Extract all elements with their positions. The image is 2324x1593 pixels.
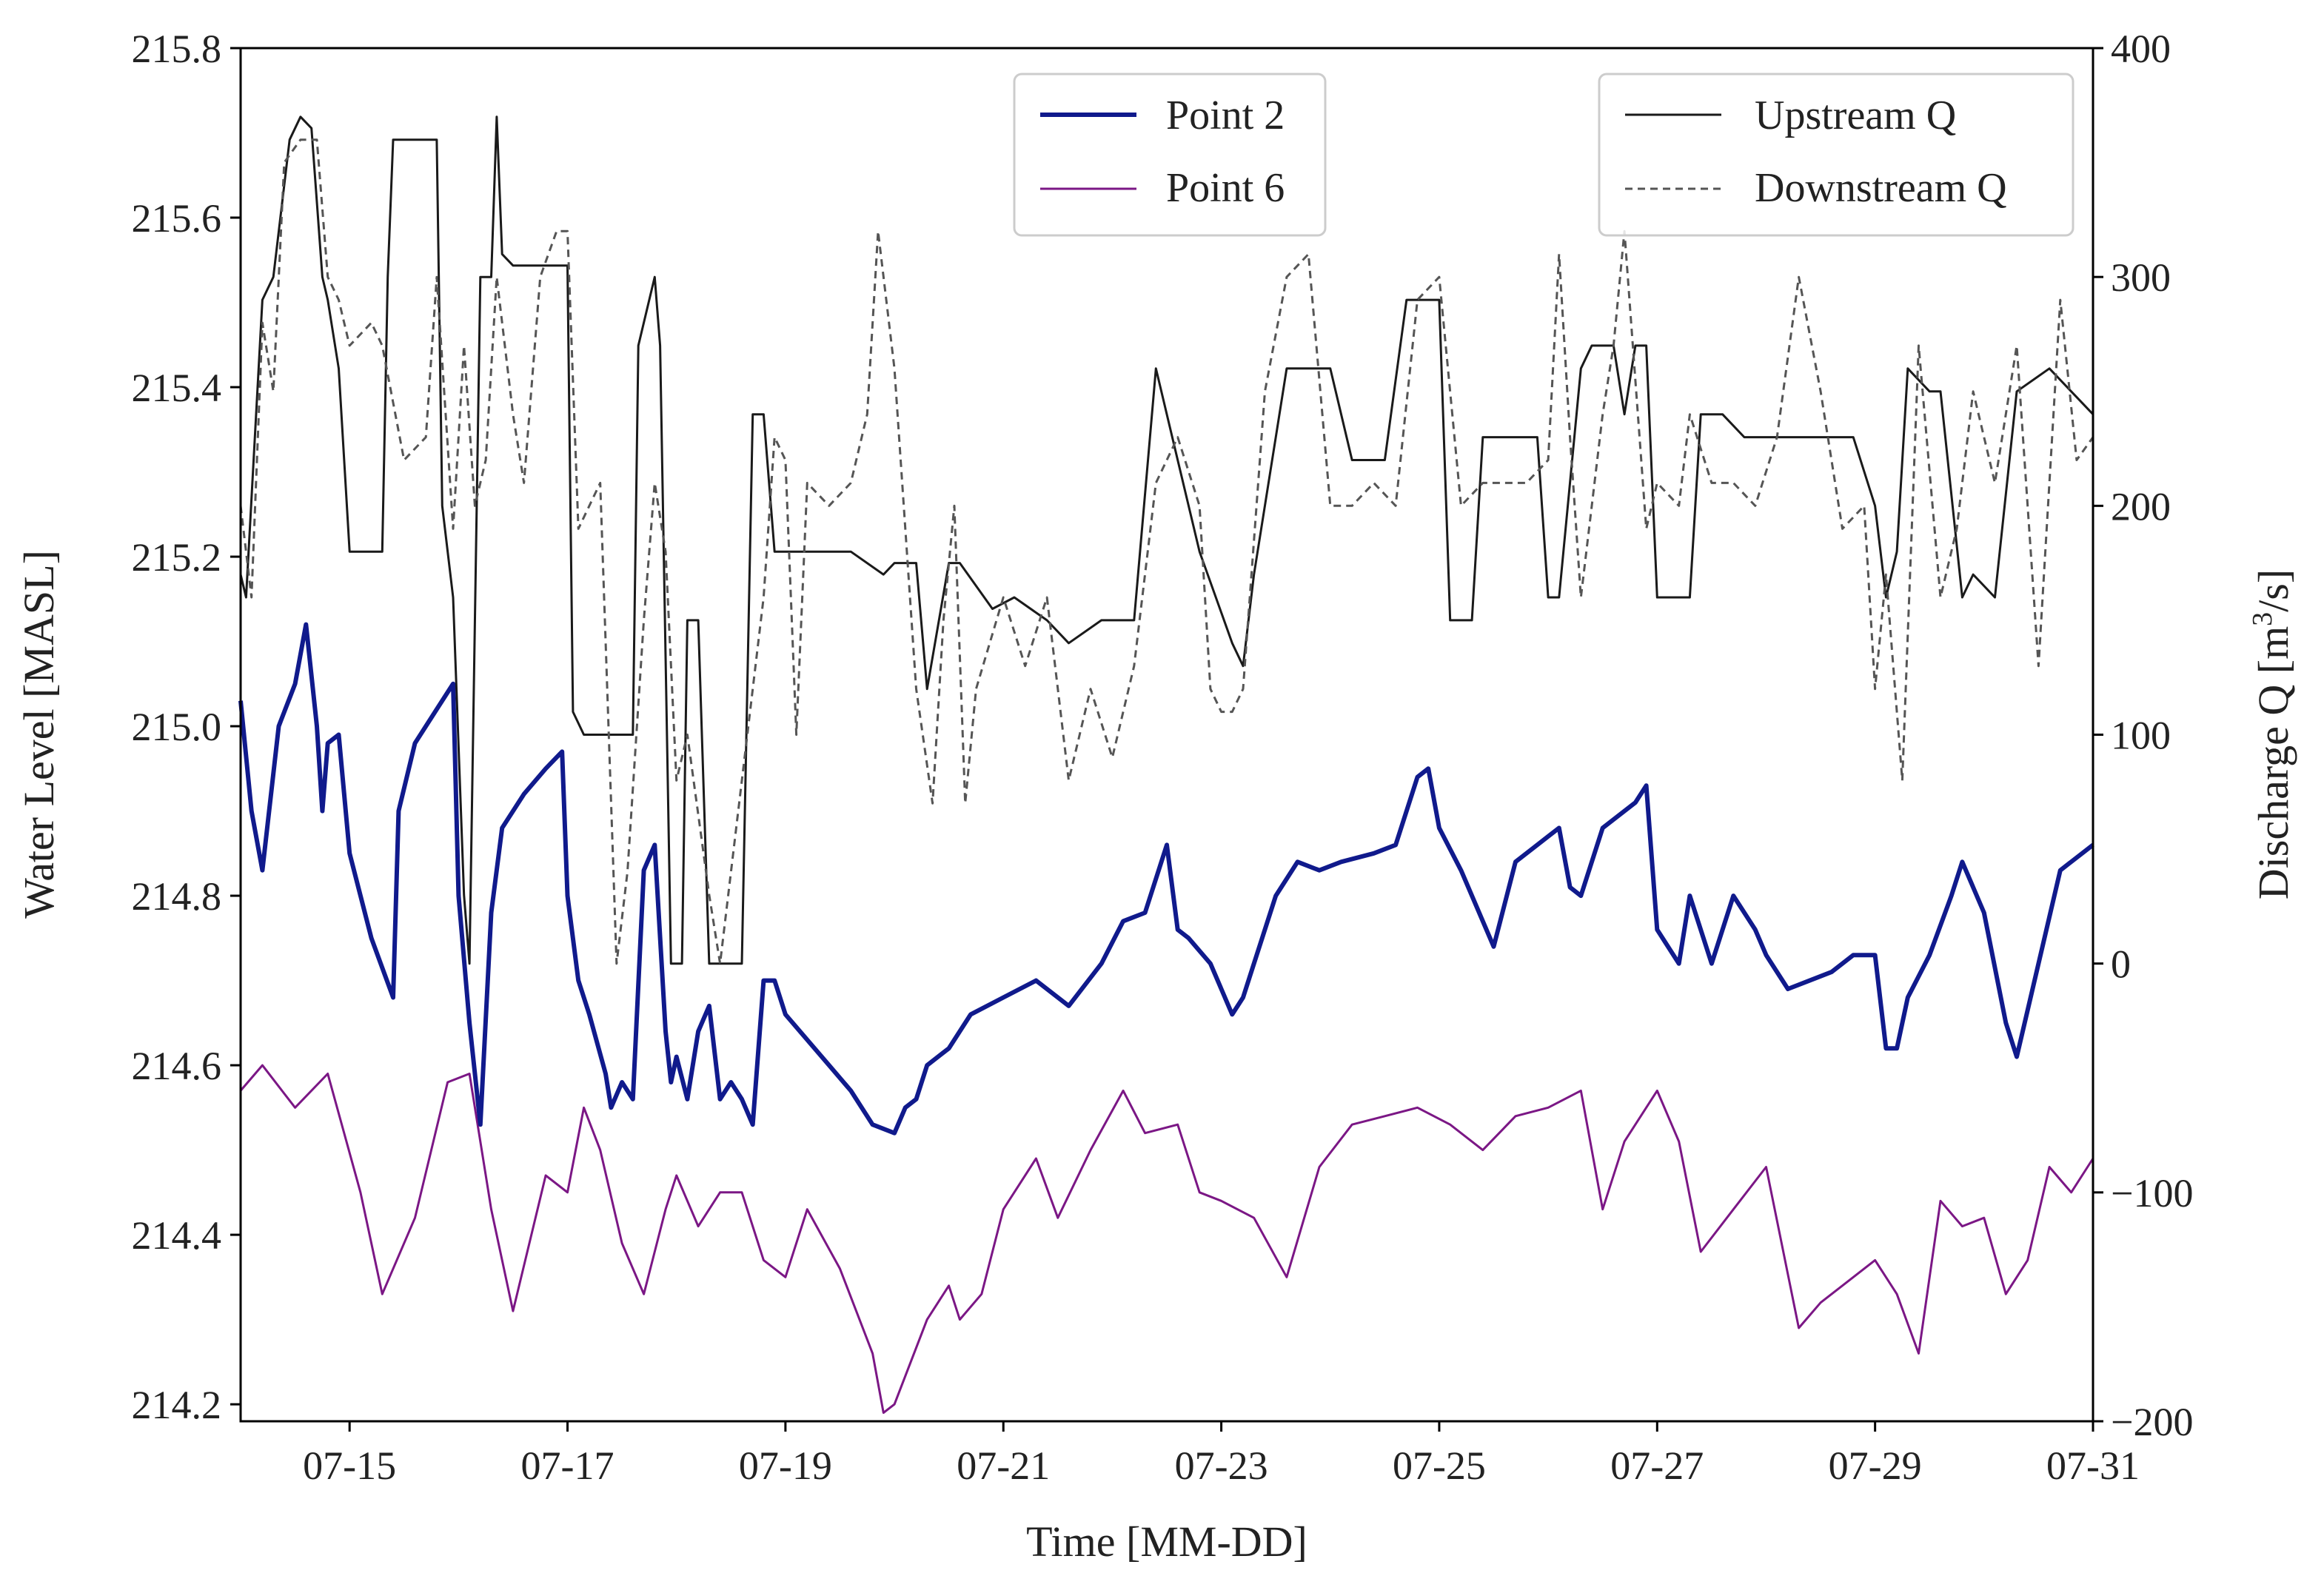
right-y-tick-label: −100 (2111, 1171, 2193, 1215)
series-line-downstream-q (239, 138, 2094, 965)
x-tick-label: 07-21 (957, 1443, 1050, 1488)
left-y-tick-label: 215.4 (132, 366, 222, 410)
right-y-axis: −200 −100 0 100 200 300 400 (2093, 27, 2193, 1444)
x-tick-label: 07-27 (1610, 1443, 1704, 1488)
x-axis-label: Time [MM-DD] (1026, 1517, 1307, 1566)
plot-lines (238, 115, 2094, 1414)
series-line-point-6 (239, 1064, 2094, 1414)
left-y-tick-label: 215.0 (132, 705, 222, 749)
legend-point-6-label: Point 6 (1166, 165, 1285, 211)
right-y-tick-label: 200 (2111, 484, 2171, 529)
right-y-tick-label: 300 (2111, 255, 2171, 300)
x-tick-label: 07-25 (1393, 1443, 1486, 1488)
x-tick-label: 07-29 (1829, 1443, 1922, 1488)
x-tick-label: 07-31 (2046, 1443, 2140, 1488)
legend-downstream-q-label: Downstream Q (1755, 165, 2007, 211)
x-axis: 07-15 07-17 07-19 07-21 07-23 07-25 07-27 07-29… (303, 1421, 2140, 1488)
left-y-tick-label: 214.2 (132, 1383, 222, 1427)
x-tick-label: 07-17 (521, 1443, 615, 1488)
x-tick-label: 07-23 (1175, 1443, 1268, 1488)
right-y-tick-label: 0 (2111, 942, 2131, 987)
right-y-tick-label: 100 (2111, 714, 2171, 758)
right-y-label-suffix: /s] (2249, 569, 2297, 612)
right-y-axis-label: Discharge Q [m3/s] (2247, 569, 2297, 899)
left-y-tick-label: 215.6 (132, 196, 222, 241)
series-line-upstream-q (239, 115, 2094, 965)
right-y-tick-label: −200 (2111, 1400, 2193, 1444)
left-y-tick-label: 215.8 (132, 27, 222, 71)
left-y-axis-label: Water Level [MASL] (15, 550, 63, 919)
right-y-tick-label: 400 (2111, 27, 2171, 71)
right-y-label-prefix: Discharge Q [m (2249, 626, 2297, 899)
x-tick-label: 07-19 (739, 1443, 832, 1488)
legend-upstream-q-label: Upstream Q (1755, 93, 1956, 138)
legend-point-2-label: Point 2 (1166, 93, 1285, 138)
left-y-tick-label: 214.6 (132, 1044, 222, 1088)
left-y-tick-label: 214.4 (132, 1213, 222, 1258)
x-tick-label: 07-15 (303, 1443, 396, 1488)
left-y-tick-label: 214.8 (132, 874, 222, 919)
legend-discharge: Upstream Q Downstream Q (1598, 73, 2074, 237)
left-y-tick-label: 215.2 (132, 535, 222, 580)
series-line-point-2 (238, 622, 2094, 1136)
legend-water-level: Point 2 Point 6 (1013, 73, 1327, 237)
right-y-label-superscript: 3 (2247, 612, 2278, 626)
left-y-axis: 214.2 214.4 214.6 214.8 215.0 215.2 215.4 215.6… (132, 27, 241, 1427)
